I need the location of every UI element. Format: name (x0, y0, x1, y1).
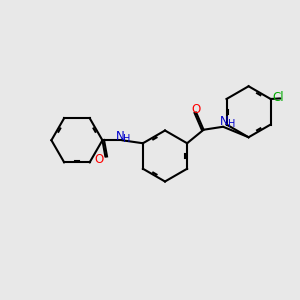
Text: O: O (191, 103, 201, 116)
Text: H: H (123, 134, 130, 144)
Text: N: N (220, 115, 229, 128)
Text: N: N (116, 130, 125, 143)
Text: Cl: Cl (272, 91, 284, 104)
Text: O: O (95, 153, 104, 166)
Text: H: H (228, 119, 235, 129)
